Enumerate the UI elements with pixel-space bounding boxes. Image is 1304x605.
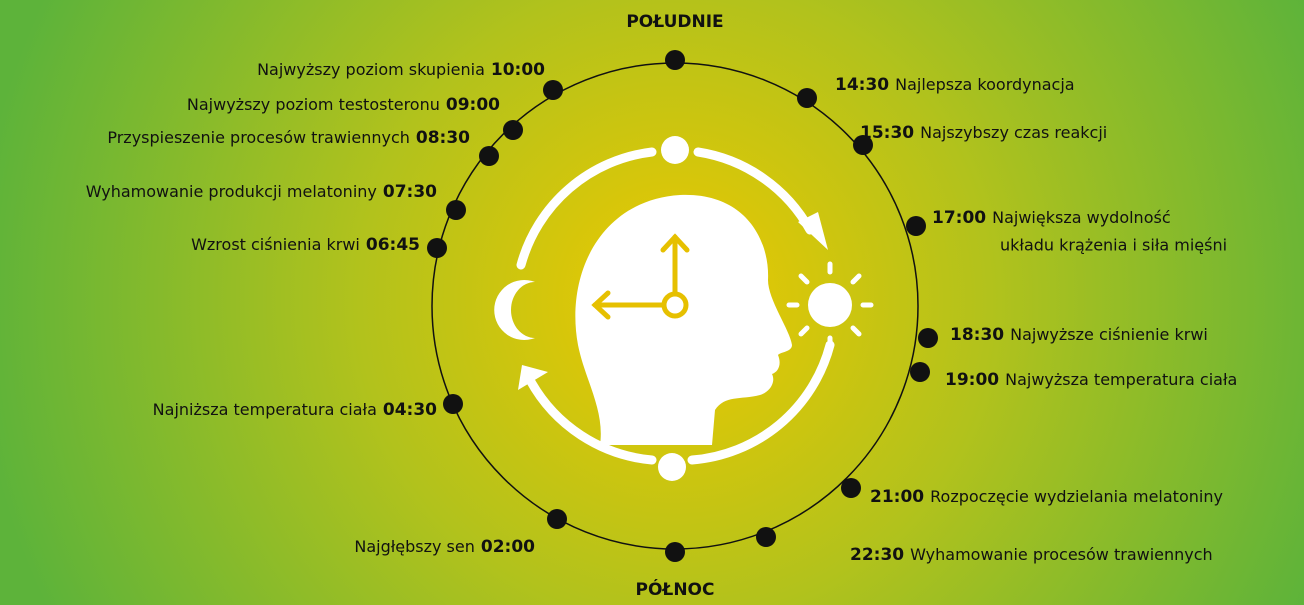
event-label: Najwyższy poziom skupienia (257, 60, 485, 79)
event-time: 06:45 (366, 235, 420, 255)
event-dot (756, 527, 776, 547)
event-time: 14:30 (835, 75, 889, 95)
event-text: Najniższa temperatura ciała 04:30 (153, 400, 437, 421)
event-dot (918, 328, 938, 348)
event-text: Wzrost ciśnienia krwi 06:45 (191, 235, 420, 256)
noon-marker (661, 136, 689, 164)
event-text: 15:30 Najszybszy czas reakcji (860, 123, 1107, 144)
event-label: Wyhamowanie produkcji melatoniny (86, 182, 377, 201)
event-dot (446, 200, 466, 220)
event-label: Przyspieszenie procesów trawiennych (107, 128, 410, 147)
event-text: Najwyższy poziom skupienia 10:00 (257, 60, 545, 81)
event-time: 07:30 (383, 182, 437, 202)
event-label: Najgłębszy sen (354, 537, 475, 556)
event-label: Wzrost ciśnienia krwi (191, 235, 360, 254)
event-text: 21:00 Rozpoczęcie wydzielania melatoniny (870, 487, 1223, 508)
event-time: 02:00 (481, 537, 535, 557)
event-text: 14:30 Najlepsza koordynacja (835, 75, 1075, 96)
event-label-line2: układu krążenia i siła mięśni (1000, 236, 1227, 255)
event-label: Najwyższy poziom testosteronu (187, 95, 440, 114)
event-dot (906, 216, 926, 236)
event-time: 21:00 (870, 487, 924, 507)
event-time: 19:00 (945, 370, 999, 390)
event-label: Wyhamowanie procesów trawiennych (910, 545, 1213, 564)
event-time: 08:30 (416, 128, 470, 148)
event-dot (479, 146, 499, 166)
event-time: 15:30 (860, 123, 914, 143)
event-label: Najniższa temperatura ciała (153, 400, 377, 419)
event-label: Najwyższe ciśnienie krwi (1010, 325, 1208, 344)
event-text: Przyspieszenie procesów trawiennych 08:30 (107, 128, 470, 149)
noon-label: POŁUDNIE (626, 12, 723, 32)
event-dot (443, 394, 463, 414)
midnight-label: PÓŁNOC (636, 578, 715, 600)
event-dot (547, 509, 567, 529)
midnight-dot (665, 542, 685, 562)
event-label: Najszybszy czas reakcji (920, 123, 1107, 142)
event-time: 22:30 (850, 545, 904, 565)
event-label: Rozpoczęcie wydzielania melatoniny (930, 487, 1223, 506)
event-dot (427, 238, 447, 258)
noon-dot (665, 50, 685, 70)
infographic: POŁUDNIE PÓŁNOC Najwyższy poziom skupien… (0, 0, 1304, 605)
event-dot (797, 88, 817, 108)
event-time: 17:00 (932, 208, 986, 228)
event-text: 19:00 Najwyższa temperatura ciała (945, 370, 1237, 391)
event-text: Wyhamowanie produkcji melatoniny 07:30 (86, 182, 437, 203)
event-dot (841, 478, 861, 498)
event-dot (910, 362, 930, 382)
event-time: 10:00 (491, 60, 545, 80)
event-time: 04:30 (383, 400, 437, 420)
event-text: 18:30 Najwyższe ciśnienie krwi (950, 325, 1208, 346)
event-label: Najwyższa temperatura ciała (1005, 370, 1237, 389)
midnight-marker (658, 453, 686, 481)
event-label: Najlepsza koordynacja (895, 75, 1074, 94)
event-text: Najwyższy poziom testosteronu 09:00 (187, 95, 500, 116)
event-dot (503, 120, 523, 140)
event-text: Najgłębszy sen 02:00 (354, 537, 535, 558)
event-time: 09:00 (446, 95, 500, 115)
event-dot (543, 80, 563, 100)
event-text: 17:00 Największa wydolność (932, 208, 1171, 229)
event-label: Największa wydolność (992, 208, 1171, 227)
event-time: 18:30 (950, 325, 1004, 345)
